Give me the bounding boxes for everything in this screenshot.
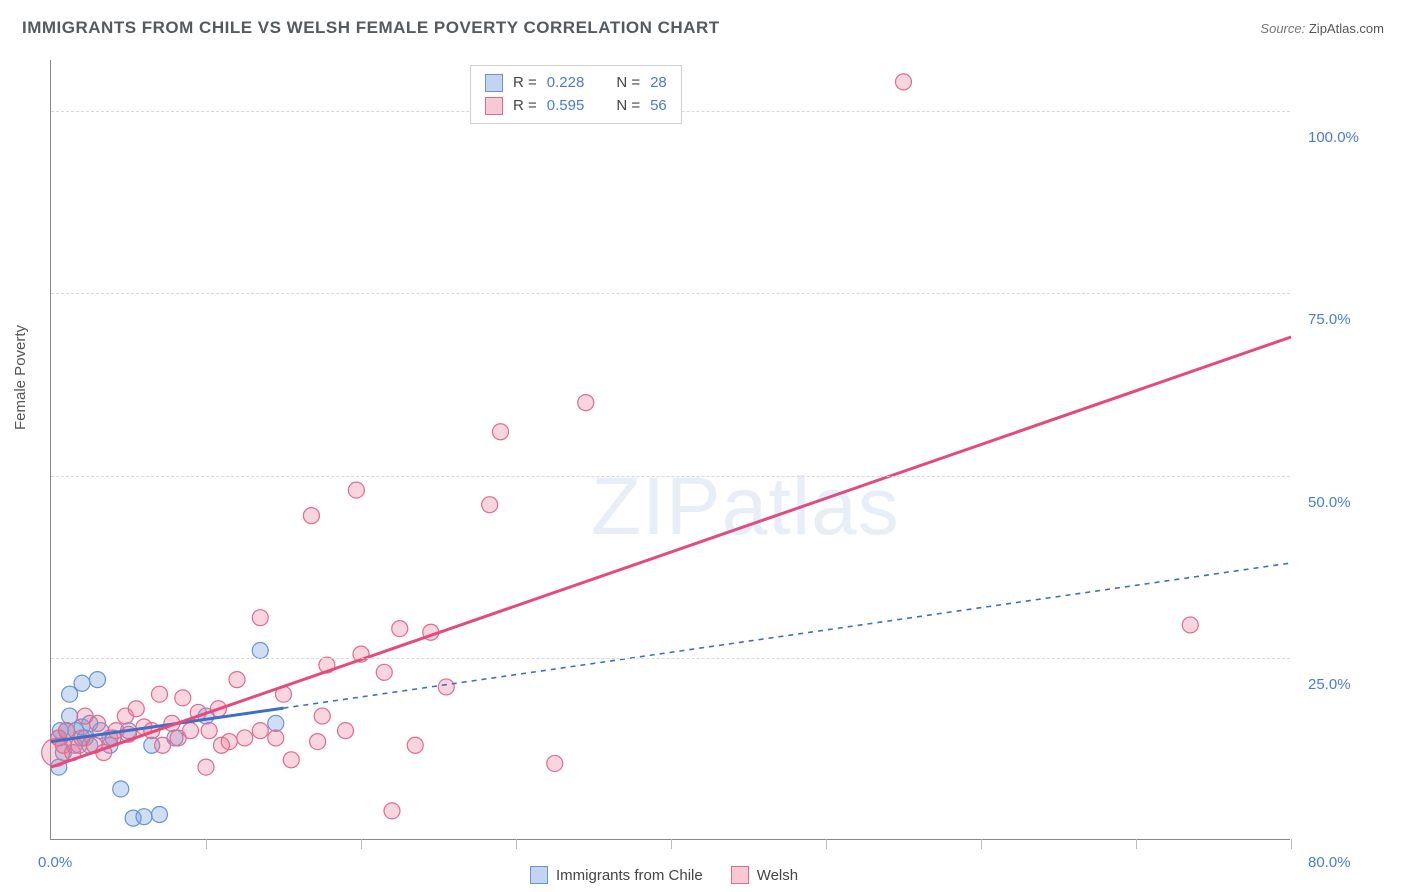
chart-title: IMMIGRANTS FROM CHILE VS WELSH FEMALE PO… bbox=[22, 18, 720, 38]
n-value-blue: 28 bbox=[650, 72, 667, 95]
data-point bbox=[376, 664, 392, 680]
data-point bbox=[175, 690, 191, 706]
trend-line bbox=[51, 337, 1291, 767]
legend-series: Immigrants from Chile Welsh bbox=[530, 866, 798, 884]
legend-row-pink: R = 0.595 N = 56 bbox=[485, 95, 667, 118]
swatch-blue bbox=[485, 74, 503, 92]
data-point bbox=[155, 737, 171, 753]
source-label: Source: bbox=[1260, 21, 1305, 36]
data-point bbox=[237, 730, 253, 746]
y-tick-label: 100.0% bbox=[1308, 129, 1359, 146]
plot-area: ZIPatlas bbox=[50, 60, 1290, 840]
y-tick-label: 50.0% bbox=[1308, 494, 1351, 511]
data-point bbox=[493, 424, 509, 440]
data-point bbox=[547, 755, 563, 771]
data-point bbox=[310, 734, 326, 750]
data-point bbox=[578, 395, 594, 411]
y-tick-label: 25.0% bbox=[1308, 676, 1351, 693]
data-point bbox=[90, 715, 106, 731]
x-origin-label: 0.0% bbox=[38, 854, 72, 871]
legend-row-blue: R = 0.228 N = 28 bbox=[485, 72, 667, 95]
data-point bbox=[183, 723, 199, 739]
source-attribution: Source: ZipAtlas.com bbox=[1260, 21, 1384, 36]
legend-label: Immigrants from Chile bbox=[556, 867, 703, 884]
data-point bbox=[268, 715, 284, 731]
swatch-pink bbox=[485, 97, 503, 115]
data-point bbox=[59, 723, 75, 739]
x-tick bbox=[981, 839, 982, 849]
data-point bbox=[314, 708, 330, 724]
x-tick bbox=[1291, 839, 1292, 849]
n-label: N = bbox=[616, 95, 640, 118]
n-value-pink: 56 bbox=[650, 95, 667, 118]
legend-item-welsh: Welsh bbox=[731, 866, 798, 884]
data-point bbox=[152, 686, 168, 702]
data-point bbox=[392, 621, 408, 637]
chart-header: IMMIGRANTS FROM CHILE VS WELSH FEMALE PO… bbox=[22, 18, 1384, 38]
legend-item-chile: Immigrants from Chile bbox=[530, 866, 703, 884]
data-point bbox=[252, 642, 268, 658]
data-point bbox=[221, 734, 237, 750]
data-point bbox=[128, 701, 144, 717]
gridline-h bbox=[51, 293, 1290, 294]
r-label: R = bbox=[513, 95, 537, 118]
data-point bbox=[348, 482, 364, 498]
gridline-h bbox=[51, 658, 1290, 659]
r-value-blue: 0.228 bbox=[547, 72, 585, 95]
data-point bbox=[303, 508, 319, 524]
data-point bbox=[229, 672, 245, 688]
data-point bbox=[268, 730, 284, 746]
data-point bbox=[113, 781, 129, 797]
data-point bbox=[283, 752, 299, 768]
gridline-h bbox=[51, 476, 1290, 477]
swatch-pink bbox=[731, 866, 749, 884]
legend-label: Welsh bbox=[757, 867, 798, 884]
x-tick bbox=[206, 839, 207, 849]
data-point bbox=[252, 723, 268, 739]
swatch-blue bbox=[530, 866, 548, 884]
data-point bbox=[1182, 617, 1198, 633]
data-point bbox=[62, 708, 78, 724]
x-tick bbox=[671, 839, 672, 849]
chart-svg bbox=[51, 60, 1290, 839]
y-tick-label: 75.0% bbox=[1308, 311, 1351, 328]
data-point bbox=[90, 672, 106, 688]
x-tick bbox=[826, 839, 827, 849]
data-point bbox=[384, 803, 400, 819]
y-axis-title: Female Poverty bbox=[12, 325, 29, 430]
r-value-pink: 0.595 bbox=[547, 95, 585, 118]
data-point bbox=[338, 723, 354, 739]
x-tick bbox=[1136, 839, 1137, 849]
data-point bbox=[482, 497, 498, 513]
data-point bbox=[407, 737, 423, 753]
data-point bbox=[198, 759, 214, 775]
data-point bbox=[152, 806, 168, 822]
r-label: R = bbox=[513, 72, 537, 95]
data-point bbox=[896, 74, 912, 90]
data-point bbox=[252, 610, 268, 626]
x-tick bbox=[361, 839, 362, 849]
legend-correlation: R = 0.228 N = 28 R = 0.595 N = 56 bbox=[470, 65, 682, 124]
data-point bbox=[74, 675, 90, 691]
data-point bbox=[136, 809, 152, 825]
source-name: ZipAtlas.com bbox=[1309, 21, 1384, 36]
x-tick bbox=[516, 839, 517, 849]
n-label: N = bbox=[616, 72, 640, 95]
data-point bbox=[62, 686, 78, 702]
data-point bbox=[438, 679, 454, 695]
x-max-label: 80.0% bbox=[1308, 854, 1351, 871]
data-point bbox=[201, 723, 217, 739]
